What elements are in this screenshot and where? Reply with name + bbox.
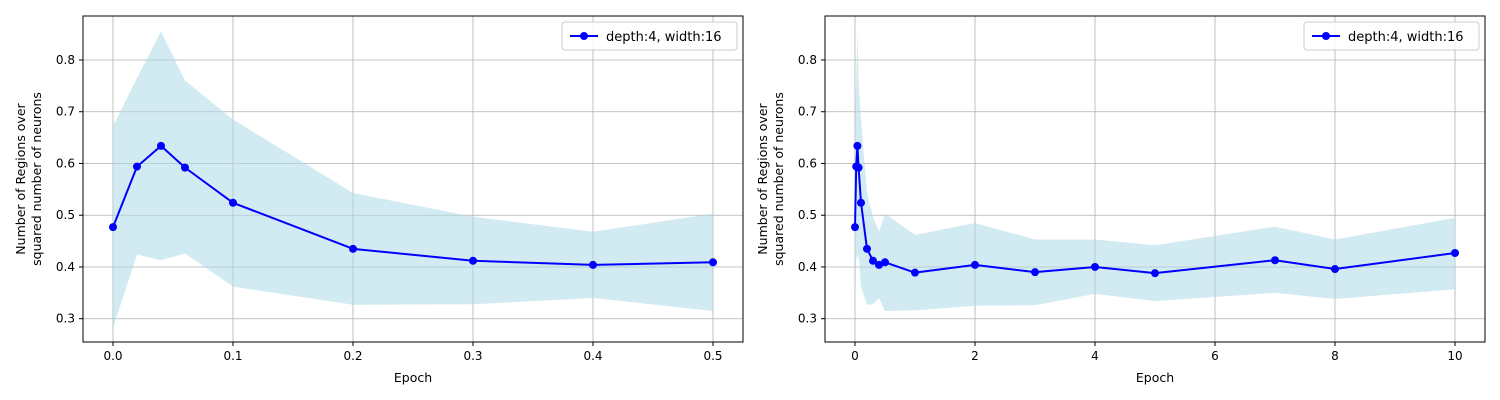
x-tick-label: 0.1 xyxy=(223,349,242,363)
x-tick-label: 0.0 xyxy=(103,349,122,363)
y-tick-label: 0.4 xyxy=(56,260,75,274)
x-tick-label: 10 xyxy=(1447,349,1462,363)
legend-marker-swatch xyxy=(1322,32,1330,40)
data-point xyxy=(1151,269,1159,278)
x-axis-label: Epoch xyxy=(394,370,432,385)
data-point xyxy=(589,260,597,269)
data-point xyxy=(1271,256,1279,265)
confidence-band xyxy=(855,31,1455,329)
x-tick-label: 0.2 xyxy=(343,349,362,363)
data-point xyxy=(229,198,237,207)
data-point xyxy=(881,258,889,267)
y-tick-label: 0.8 xyxy=(56,53,75,67)
confidence-band xyxy=(113,31,713,329)
plot-frame xyxy=(82,15,744,343)
data-point xyxy=(133,162,141,171)
y-axis-label-line-2: squared number of neurons xyxy=(29,92,44,266)
data-point xyxy=(709,258,717,267)
data-point xyxy=(1451,248,1459,257)
y-tick-label: 0.7 xyxy=(798,105,817,119)
x-tick-label: 6 xyxy=(1211,349,1219,363)
chart-panel-2: 0 2 4 6 8 10 0.3 0.4 0.5 0.6 0.7 0.8 Epoch Number of … xyxy=(755,15,1486,385)
data-point xyxy=(181,163,189,172)
x-tick-label: 8 xyxy=(1331,349,1339,363)
y-tick-label: 0.6 xyxy=(798,156,817,170)
data-point xyxy=(1331,265,1339,274)
y-tick-label: 0.6 xyxy=(56,156,75,170)
legend-label: depth:4, width:16 xyxy=(1348,30,1464,45)
x-axis-label: Epoch xyxy=(1136,370,1174,385)
y-tick-label: 0.5 xyxy=(56,208,75,222)
data-point xyxy=(911,268,919,277)
data-point xyxy=(469,256,477,265)
x-tick-label: 0.3 xyxy=(463,349,482,363)
plot-frame xyxy=(824,15,1486,343)
y-tick-label: 0.7 xyxy=(56,105,75,119)
data-point xyxy=(851,223,859,232)
x-tick-label: 0.5 xyxy=(703,349,722,363)
y-axis-label-line-2: squared number of neurons xyxy=(771,92,786,266)
data-point xyxy=(157,141,165,150)
y-axis-label-line-1: Number of Regions over xyxy=(755,102,770,254)
y-tick-label: 0.4 xyxy=(798,260,817,274)
x-tick-label: 4 xyxy=(1091,349,1099,363)
data-point xyxy=(853,141,862,150)
x-tick-label: 0 xyxy=(851,349,859,363)
data-point xyxy=(349,244,357,253)
series-1 xyxy=(109,31,717,329)
data-point xyxy=(854,163,863,172)
legend-marker-swatch xyxy=(580,32,588,40)
y-axis-label-line-1: Number of Regions over xyxy=(13,102,28,254)
legend: depth:4, width:16 xyxy=(1303,21,1480,51)
data-point xyxy=(1091,262,1099,271)
y-tick-label: 0.3 xyxy=(56,312,75,326)
legend-box xyxy=(1303,21,1480,51)
data-point xyxy=(863,244,871,253)
data-point xyxy=(1031,268,1039,277)
chart-panel-1: 0.0 0.1 0.2 0.3 0.4 0.5 0.3 0.4 0.5 0.6 0.7 0.8 Epoc… xyxy=(13,15,744,385)
data-point xyxy=(857,198,865,207)
x-tick-label: 2 xyxy=(971,349,979,363)
series-1 xyxy=(851,31,1459,329)
legend-box xyxy=(561,21,738,51)
y-tick-label: 0.3 xyxy=(798,312,817,326)
data-point xyxy=(971,260,979,269)
data-point xyxy=(869,256,877,265)
data-point xyxy=(875,260,883,269)
y-tick-label: 0.5 xyxy=(798,208,817,222)
legend: depth:4, width:16 xyxy=(561,21,738,51)
x-tick-label: 0.4 xyxy=(583,349,602,363)
data-point xyxy=(109,223,117,232)
y-tick-label: 0.8 xyxy=(798,53,817,67)
legend-label: depth:4, width:16 xyxy=(606,30,722,45)
